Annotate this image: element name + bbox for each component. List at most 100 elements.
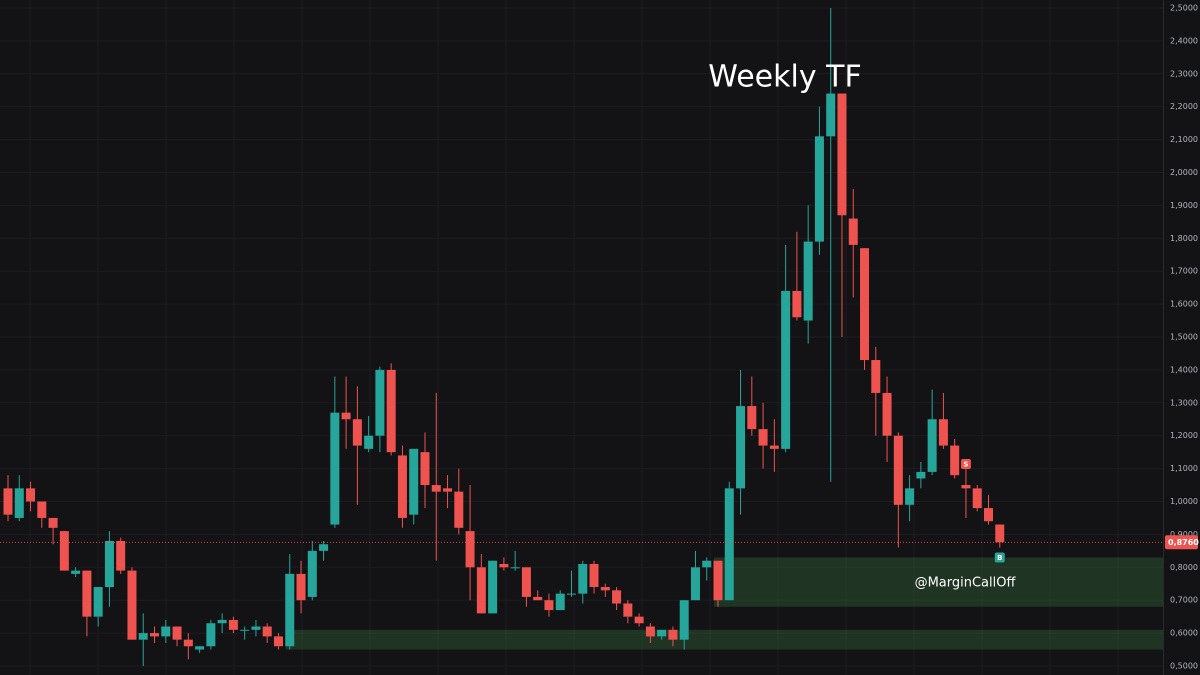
candle-body xyxy=(71,570,81,574)
candle-body xyxy=(375,369,385,436)
candle-body xyxy=(195,646,205,650)
last-price-label: 0,8760 xyxy=(1168,538,1199,547)
candle-body xyxy=(499,564,509,568)
last-price-box xyxy=(1165,535,1198,550)
y-tick-label: 2,1000 xyxy=(1170,135,1198,144)
candle-body xyxy=(116,540,126,571)
candle-body xyxy=(747,406,757,430)
candle-body xyxy=(578,564,588,594)
candle-body xyxy=(386,369,396,453)
candle-body xyxy=(724,488,734,601)
candle-body xyxy=(397,455,407,518)
candle-body xyxy=(488,560,498,614)
signal-marker xyxy=(994,552,1005,563)
candle-body xyxy=(702,560,712,568)
candle-body xyxy=(916,471,926,479)
candle-body xyxy=(893,435,903,505)
candle-body xyxy=(690,567,700,601)
y-tick-label: 1,1000 xyxy=(1170,464,1198,473)
candle-body xyxy=(882,392,892,436)
candle-body xyxy=(600,587,610,591)
y-tick-label: 2,3000 xyxy=(1170,69,1198,78)
candle-body xyxy=(409,448,419,515)
y-tick-label: 2,4000 xyxy=(1170,36,1198,45)
y-tick-label: 1,3000 xyxy=(1170,398,1198,407)
chart-title: Weekly TF xyxy=(708,60,861,95)
candle-body xyxy=(950,445,960,476)
y-tick-label: 1,0000 xyxy=(1170,497,1198,506)
candle-body xyxy=(431,485,441,492)
candle-body xyxy=(443,488,453,492)
y-tick-label: 0,7000 xyxy=(1170,596,1198,605)
y-tick-label: 2,5000 xyxy=(1170,4,1198,13)
candle-body xyxy=(217,619,227,624)
y-tick-label: 2,2000 xyxy=(1170,102,1198,111)
candle-body xyxy=(814,136,824,242)
candle-body xyxy=(330,412,340,525)
candle-body xyxy=(938,419,948,446)
y-tick-label: 1,2000 xyxy=(1170,431,1198,440)
candle-body xyxy=(567,593,576,595)
zone xyxy=(714,557,1163,607)
candle-body xyxy=(138,633,148,640)
candle-body xyxy=(544,600,554,611)
candle-body xyxy=(961,485,971,489)
candle-body xyxy=(848,218,858,245)
candle-body xyxy=(736,406,746,489)
y-tick-label: 1,5000 xyxy=(1170,333,1198,342)
candle-body xyxy=(352,419,362,446)
candle-body xyxy=(927,419,937,472)
candle-body xyxy=(972,488,982,509)
y-tick-label: 0,5000 xyxy=(1170,662,1198,671)
candle-body xyxy=(623,603,633,617)
candle-body xyxy=(781,290,791,449)
candle-body xyxy=(3,488,13,515)
candle-body xyxy=(521,567,531,597)
signal-label: S xyxy=(963,461,968,469)
candle-body xyxy=(983,508,993,522)
candle-body xyxy=(769,445,779,449)
candle-body xyxy=(240,629,250,631)
candle-body xyxy=(465,531,475,568)
candle-body xyxy=(803,241,813,321)
candle-body xyxy=(341,412,351,420)
candle-body xyxy=(420,452,430,486)
watermark: @MarginCallOff xyxy=(915,576,1017,591)
candle-body xyxy=(634,616,644,624)
candle-body xyxy=(251,626,261,630)
candle-body xyxy=(161,626,171,637)
candle-body xyxy=(995,524,1005,543)
candle-body xyxy=(657,629,667,637)
candle-body xyxy=(758,429,768,446)
candle-body xyxy=(612,590,622,604)
y-tick-label: 0,6000 xyxy=(1170,629,1198,638)
candle-body xyxy=(127,570,137,640)
candle-body xyxy=(589,564,599,588)
candle-body xyxy=(37,501,47,518)
candle-body xyxy=(645,626,655,637)
candle-body xyxy=(871,360,881,393)
candle-body xyxy=(14,488,24,518)
candle-body xyxy=(668,629,678,640)
y-tick-label: 1,6000 xyxy=(1170,300,1198,309)
y-tick-label: 0,8000 xyxy=(1170,563,1198,572)
candle-body xyxy=(296,573,306,601)
candle-body xyxy=(510,567,520,569)
y-tick-label: 1,9000 xyxy=(1170,201,1198,210)
candle-body xyxy=(93,587,103,617)
y-tick-label: 1,4000 xyxy=(1170,365,1198,374)
candle-body xyxy=(273,636,283,647)
candle-body xyxy=(48,517,58,528)
candle-body xyxy=(104,540,114,588)
candle-body xyxy=(183,639,193,647)
candle-body xyxy=(307,550,317,597)
candle-body xyxy=(454,491,464,528)
signal-label: B xyxy=(997,554,1002,562)
signal-marker xyxy=(960,459,971,470)
candle-body xyxy=(713,560,723,601)
candle-body xyxy=(82,570,92,617)
candle-body xyxy=(150,633,160,637)
candle-body xyxy=(319,544,329,551)
